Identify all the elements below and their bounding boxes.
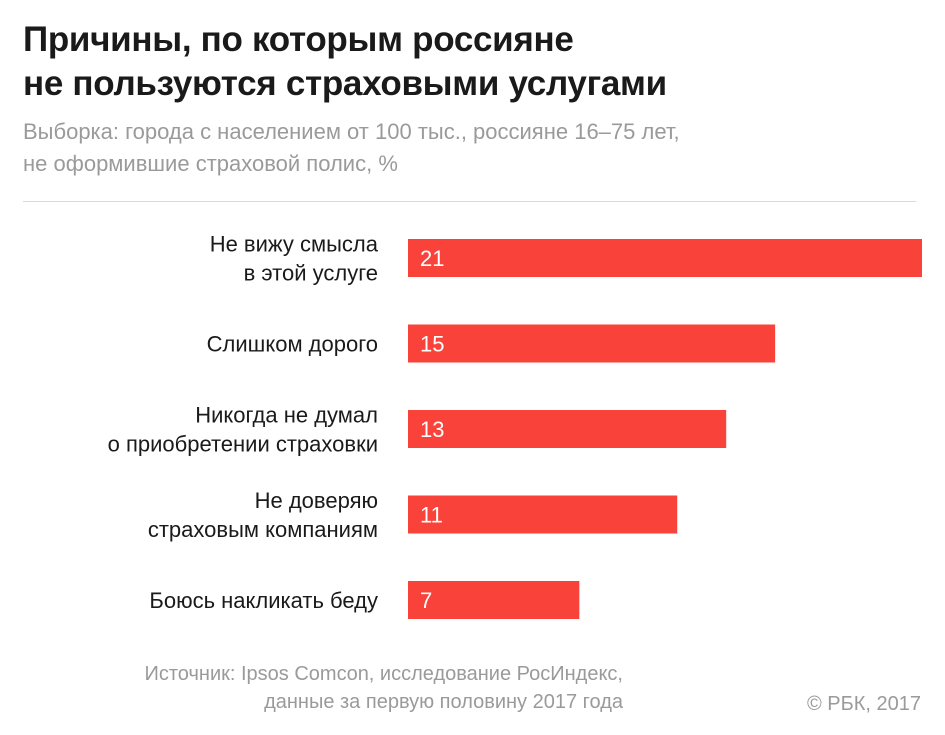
bar-3 [408, 410, 727, 448]
chart-subtitle: Выборка: города с населением от 100 тыс.… [23, 116, 923, 180]
category-label-2-line-1: Слишком дорого [207, 332, 378, 357]
category-label-4-line-1: Не доверяю [255, 488, 378, 513]
bar-value-label-1: 21 [420, 246, 444, 271]
bar-value-label-3: 13 [420, 417, 444, 442]
bar-value-label-5: 7 [420, 588, 432, 613]
category-label-3-line-2: о приобретении страховки [108, 432, 378, 457]
chart-subtitle-line-2: не оформившие страховой полис, % [23, 151, 398, 176]
bar-value-label-4: 11 [420, 503, 443, 528]
bar-1 [408, 239, 922, 277]
source-note-line-1: Источник: Ipsos Comcon, исследование Рос… [144, 663, 623, 685]
bar-4 [408, 495, 678, 534]
chart-title-line-1: Причины, по которым россияне [23, 20, 574, 59]
bar-2 [408, 324, 776, 363]
bar-chart: 21 Не вижу смысла в этой услуге 15 Слишком д… [108, 232, 922, 619]
copyright: © РБК, 2017 [806, 693, 921, 715]
bar-value-label-2: 15 [420, 332, 444, 357]
category-label-1-line-1: Не вижу смысла [210, 232, 379, 257]
category-label-5-line-1: Боюсь накликать беду [149, 588, 378, 613]
category-label-3-line-1: Никогда не думал [195, 403, 378, 428]
bar-5 [408, 581, 580, 619]
category-label-1-line-2: в этой услуге [244, 261, 378, 286]
category-label-4-line-2: страховым компаниям [148, 517, 378, 542]
header-divider [23, 201, 916, 202]
chart-subtitle-line-1: Выборка: города с населением от 100 тыс.… [23, 119, 680, 144]
chart-title: Причины, по которым россияне не пользуют… [23, 18, 923, 106]
source-note-line-2: данные за первую половину 2017 года [264, 691, 623, 713]
chart-title-line-2: не пользуются страховыми услугами [23, 64, 667, 103]
source-note: Источник: Ipsos Comcon, исследование Рос… [23, 660, 623, 716]
